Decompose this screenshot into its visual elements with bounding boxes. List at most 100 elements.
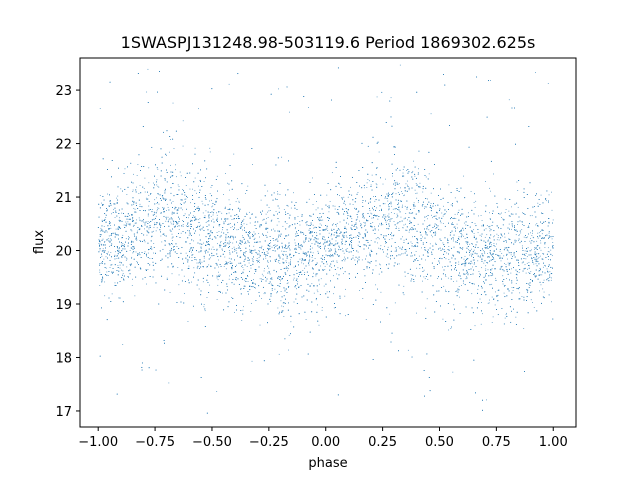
data-point	[528, 225, 529, 227]
data-point	[184, 198, 186, 200]
data-point	[462, 249, 463, 250]
data-point	[539, 235, 541, 237]
data-point	[426, 218, 428, 220]
data-point	[371, 174, 373, 176]
data-point	[145, 197, 147, 199]
data-point	[265, 257, 267, 259]
data-point	[442, 318, 444, 320]
data-point	[545, 199, 547, 200]
data-point	[402, 172, 404, 174]
data-point	[220, 245, 222, 246]
data-point	[155, 230, 157, 232]
data-point	[286, 262, 287, 263]
data-point	[206, 297, 208, 298]
data-point	[537, 258, 539, 259]
data-point	[501, 212, 502, 214]
data-point	[277, 261, 279, 263]
data-point	[372, 222, 374, 224]
data-point	[370, 184, 372, 186]
data-point	[157, 185, 159, 187]
data-point	[532, 236, 534, 238]
data-point	[196, 218, 198, 220]
data-point	[364, 236, 366, 238]
data-point	[273, 215, 275, 216]
data-point	[341, 244, 343, 246]
data-point	[313, 292, 315, 294]
data-point	[260, 199, 262, 201]
data-point	[473, 229, 475, 231]
data-point	[274, 244, 276, 246]
data-point	[171, 237, 173, 239]
data-point	[261, 273, 263, 275]
data-point	[462, 213, 464, 215]
data-point	[398, 246, 399, 247]
data-point	[99, 285, 101, 286]
data-point	[384, 197, 386, 199]
data-point	[270, 283, 272, 285]
data-point	[367, 179, 369, 180]
data-point	[374, 229, 376, 231]
data-point	[379, 223, 381, 225]
data-point	[360, 223, 362, 224]
data-point	[362, 298, 364, 299]
data-point	[253, 279, 254, 281]
data-point	[342, 209, 344, 210]
data-point	[435, 215, 437, 217]
data-point	[114, 236, 116, 238]
data-point	[170, 223, 172, 225]
data-point	[432, 236, 434, 238]
data-point	[199, 224, 201, 226]
data-point	[253, 245, 255, 247]
data-point	[345, 288, 346, 290]
data-point	[396, 213, 398, 215]
data-point	[473, 233, 475, 234]
data-point	[406, 170, 408, 171]
data-point	[288, 242, 290, 244]
data-point	[242, 267, 244, 268]
data-point	[232, 226, 233, 228]
data-point	[133, 208, 135, 209]
data-point	[413, 207, 415, 209]
data-point	[485, 270, 487, 271]
data-point	[328, 232, 330, 234]
data-point	[507, 262, 509, 264]
data-point	[269, 210, 271, 211]
data-point	[290, 254, 291, 255]
data-point	[172, 102, 174, 104]
data-point	[244, 252, 246, 254]
data-point	[128, 237, 130, 239]
data-point	[521, 245, 523, 247]
data-point	[261, 278, 262, 280]
data-point	[279, 256, 281, 258]
data-point	[303, 263, 305, 265]
data-point	[252, 259, 254, 261]
data-point	[507, 247, 509, 249]
data-point	[171, 273, 173, 275]
data-point	[398, 263, 400, 265]
data-point	[519, 292, 521, 294]
data-point	[440, 222, 442, 224]
data-point	[497, 225, 498, 227]
data-point	[343, 258, 344, 260]
data-point	[337, 267, 339, 269]
data-point	[261, 298, 263, 299]
data-point	[164, 234, 166, 236]
data-point	[321, 307, 323, 308]
data-point	[104, 251, 106, 253]
data-point	[489, 212, 490, 214]
data-point	[482, 313, 483, 315]
data-point	[281, 156, 283, 158]
data-point	[135, 211, 137, 213]
data-point	[450, 328, 452, 329]
data-point	[521, 262, 523, 264]
data-point	[397, 183, 399, 185]
data-point	[416, 184, 418, 186]
data-point	[531, 215, 533, 217]
data-point	[166, 203, 168, 205]
data-point	[228, 240, 230, 242]
data-point	[453, 226, 455, 228]
data-point	[375, 183, 377, 185]
data-point	[224, 206, 226, 208]
data-point	[516, 181, 518, 183]
data-point	[148, 205, 150, 207]
